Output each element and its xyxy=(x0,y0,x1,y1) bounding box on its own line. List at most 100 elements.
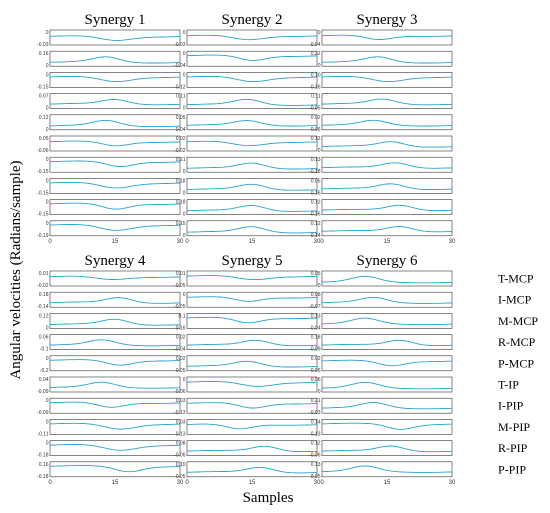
velocity-curve xyxy=(186,120,318,127)
y-tick-label: 0 xyxy=(183,51,186,57)
y-tick-label: 0.12 xyxy=(311,136,321,142)
subplot-frame xyxy=(49,135,181,152)
subplot-i-pip: 0 -0.09 xyxy=(37,397,181,416)
subplot-p-mcp: 0.02 -0.06 xyxy=(309,355,453,374)
velocity-curve xyxy=(49,160,181,167)
subplot-frame xyxy=(186,135,318,152)
y-tick-label: -0.15 xyxy=(37,84,49,90)
subplot-t-mcp: 0.01 -0.05 xyxy=(174,270,318,289)
velocity-curve xyxy=(321,226,453,233)
y-tick-label: 0 xyxy=(46,398,49,404)
y-tick-label: -0.18 xyxy=(309,169,321,175)
subplot-r-mcp: 0.06 -0.1 xyxy=(39,334,181,353)
subplot-i-pip: 0.21 -0.03 xyxy=(309,397,453,416)
velocity-curve xyxy=(186,140,318,147)
y-tick-label: 0.04 xyxy=(39,377,49,383)
velocity-curve xyxy=(49,401,181,408)
synergy-panels: Synergy 10-0.030.1600-0.150.0700.1200.05… xyxy=(37,12,538,486)
subplot-frame xyxy=(49,419,181,435)
y-tick-label: 0.13 xyxy=(311,313,321,319)
subplot-i-mcp: 0.08 -0.07 xyxy=(309,291,453,310)
subplot-m-mcp: 0.10 -0.16 xyxy=(309,72,453,90)
y-tick-label: 0 xyxy=(46,30,49,36)
subplot-frame xyxy=(186,220,318,237)
subplot-t-ip: 0 -0.06 xyxy=(174,376,318,395)
y-tick-label: 0.05 xyxy=(176,115,186,121)
y-tick-label: 0.07 xyxy=(39,94,49,100)
velocity-curve xyxy=(321,402,453,410)
velocity-curve xyxy=(186,296,318,302)
subplot-r-mcp: 0.02 -0.04 xyxy=(174,334,318,353)
y-tick-label: 0.12 xyxy=(39,313,49,319)
y-tick-label: -0.04 xyxy=(309,42,321,48)
y-tick-label: 0 xyxy=(46,63,49,69)
synergy-title: Synergy 5 xyxy=(222,253,283,269)
joint-label-p-pip: P-PIP xyxy=(498,462,526,476)
subplot-frame xyxy=(321,461,453,478)
subplot-frame xyxy=(321,72,453,88)
x-tick-label: 30 xyxy=(177,480,184,486)
x-tick-label: 0 xyxy=(48,480,52,486)
y-tick-label: 0.12 xyxy=(311,200,321,206)
subplot-r-pip: 0.12 -0.06 xyxy=(309,440,453,459)
y-tick-label: 0.14 xyxy=(311,419,321,425)
subplot-p-pip: 0.12 -0.140 15 30 xyxy=(309,220,456,245)
subplot-frame xyxy=(321,397,453,414)
velocity-curve xyxy=(186,339,318,347)
y-tick-label: 0 xyxy=(183,106,186,112)
subplot-frame xyxy=(186,270,318,287)
y-tick-label: 0 xyxy=(46,419,49,425)
velocity-curve xyxy=(49,202,181,210)
y-tick-label: 0.1 xyxy=(179,313,186,319)
y-tick-label: -0.05 xyxy=(174,474,186,480)
subplot-frame xyxy=(186,72,318,88)
y-tick-label: 0.18 xyxy=(311,335,321,341)
joint-label-r-mcp: R-MCP xyxy=(498,335,536,349)
y-tick-label: -0.13 xyxy=(174,410,186,416)
subplot-frame xyxy=(321,156,453,173)
y-tick-label: -0.14 xyxy=(309,233,321,239)
velocity-curve xyxy=(186,316,318,324)
x-tick-label: 15 xyxy=(384,480,391,486)
subplot-m-mcp: 0.12 0 xyxy=(39,313,181,331)
y-tick-label: 0 xyxy=(318,148,321,154)
joint-label-m-mcp: M-MCP xyxy=(498,314,538,328)
subplot-t-mcp: 0 -0.03 xyxy=(37,29,181,48)
subplot-p-pip: 0.10-0.050 15 30 xyxy=(174,461,321,486)
x-tick-label: 30 xyxy=(314,480,321,486)
synergy-panel-5: Synergy 50.01-0.050-0.050.1-0.160.02-0.0… xyxy=(174,253,321,486)
subplot-i-pip: 0.21 0 xyxy=(176,156,318,175)
subplot-r-mcp: 0.07 0 xyxy=(39,93,181,112)
subplot-frame xyxy=(321,270,453,287)
y-tick-label: -0.15 xyxy=(37,169,49,175)
x-tick-label: 15 xyxy=(112,239,119,245)
x-tick-label: 30 xyxy=(314,239,321,245)
joint-label-i-mcp: I-MCP xyxy=(498,293,532,307)
joint-label-t-mcp: T-MCP xyxy=(498,272,534,286)
subplot-frame xyxy=(49,355,181,372)
y-tick-label: -0.15 xyxy=(37,212,49,218)
y-tick-label: -0.16 xyxy=(309,84,321,90)
y-tick-label: -0.02 xyxy=(174,148,186,154)
y-tick-label: 0.05 xyxy=(39,136,49,142)
velocity-curve xyxy=(321,56,453,64)
y-tick-label: 0.16 xyxy=(39,51,49,57)
velocity-curve xyxy=(186,381,318,387)
synergy-title: Synergy 2 xyxy=(222,12,283,28)
x-tick-label: 15 xyxy=(112,480,119,486)
subplot-p-mcp: 0.02 -0.05 xyxy=(174,355,318,374)
subplot-m-pip: 0 -0.11 xyxy=(37,419,181,437)
y-tick-label: 0 xyxy=(318,30,321,36)
y-tick-label: 0.18 xyxy=(39,292,49,298)
subplot-i-pip: 0.13 -0.18 xyxy=(309,156,453,175)
y-tick-label: 0.10 xyxy=(176,462,186,468)
velocity-curve xyxy=(321,183,453,190)
y-tick-label: 0.12 xyxy=(39,115,49,121)
velocity-curve xyxy=(49,359,181,366)
velocity-curve xyxy=(321,119,453,127)
subplot-m-pip: 0.14 -0.13 xyxy=(309,419,453,437)
y-tick-label: -0.06 xyxy=(174,389,186,395)
y-tick-label: 0.05 xyxy=(311,271,321,277)
y-axis-label: Angular velocities (Radians/sample) xyxy=(8,160,24,379)
subplot-p-mcp: 0.12 0 xyxy=(39,114,181,133)
